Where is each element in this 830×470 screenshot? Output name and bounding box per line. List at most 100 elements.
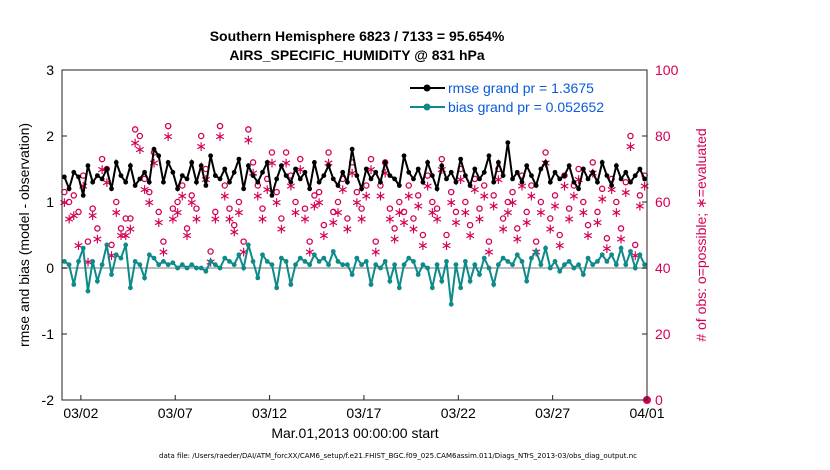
- evaluated-obs-marker: ∗: [129, 136, 141, 152]
- evaluated-obs-marker: ∗: [459, 205, 471, 221]
- possible-obs-marker: [188, 192, 195, 199]
- bias-point: [495, 262, 501, 268]
- rmse-point: [387, 173, 393, 179]
- possible-obs-marker: [240, 238, 247, 245]
- evaluated-obs-marker: ∗: [172, 205, 184, 221]
- evaluated-obs-marker: ∗: [601, 241, 613, 257]
- possible-obs-marker: [594, 208, 601, 216]
- bias-point: [340, 262, 346, 268]
- rmse-point: [491, 179, 497, 185]
- possible-obs-marker: [315, 188, 323, 196]
- evaluated-obs-marker: ∗: [450, 215, 462, 231]
- possible-obs-marker: [547, 215, 554, 222]
- bias-point: [278, 255, 284, 261]
- possible-obs-marker: [259, 205, 266, 212]
- rmse-point: [326, 163, 331, 169]
- possible-obs-marker: [561, 172, 568, 179]
- bias-point: [123, 242, 129, 248]
- possible-obs-marker: [320, 221, 328, 229]
- evaluated-obs-marker: ∗: [417, 238, 429, 254]
- evaluated-obs-marker: ∗: [360, 188, 372, 204]
- evaluated-obs-marker: ∗: [313, 195, 325, 211]
- bias-point: [628, 249, 633, 254]
- possible-obs-marker: [603, 235, 611, 242]
- evaluated-obs-marker: ∗: [106, 248, 118, 264]
- possible-obs-marker: [551, 192, 559, 199]
- possible-obs-marker: [433, 205, 441, 212]
- bias-point: [363, 259, 369, 264]
- rmse-point: [576, 186, 581, 192]
- possible-obs-marker: [164, 122, 172, 130]
- evaluated-obs-marker: ∗: [389, 231, 401, 247]
- bias-point: [505, 259, 511, 264]
- rmse-point: [175, 186, 180, 192]
- possible-obs-marker: [226, 205, 233, 212]
- evaluated-obs-marker: ∗: [592, 215, 604, 231]
- possible-obs-marker: [278, 215, 285, 222]
- rmse-point: [132, 183, 138, 188]
- rmse-point: [250, 173, 256, 179]
- possible-obs-marker: [405, 182, 413, 189]
- bias-point: [302, 259, 308, 264]
- bias-point: [425, 265, 431, 271]
- rmse-point: [595, 179, 600, 185]
- rmse-point: [302, 169, 308, 175]
- rmse-point: [529, 173, 534, 179]
- rmse-point: [538, 166, 544, 172]
- evaluated-obs-marker: ∗: [521, 215, 533, 231]
- evaluated-obs-marker: ∗: [582, 228, 594, 244]
- possible-obs-marker: [537, 198, 545, 206]
- bias-point: [491, 282, 497, 287]
- rmse-point: [123, 179, 129, 185]
- evaluated-obs-marker: ∗: [294, 162, 306, 178]
- bias-point: [514, 252, 520, 258]
- possible-obs-marker: [532, 238, 540, 245]
- rmse-point: [170, 169, 176, 175]
- evaluated-obs-marker: ∗: [271, 195, 283, 211]
- rmse-point: [194, 179, 199, 185]
- evaluated-obs-marker: ∗: [610, 205, 622, 221]
- bias-point: [618, 245, 624, 251]
- possible-obs-marker: [207, 248, 214, 255]
- evaluated-obs-marker: ∗: [464, 228, 476, 244]
- rmse-point: [66, 186, 72, 192]
- rmse-point: [146, 179, 152, 185]
- bias-point: [547, 265, 553, 271]
- rmse-point: [227, 179, 232, 185]
- rmse-point: [288, 179, 294, 185]
- bias-point: [194, 265, 199, 271]
- bias-point: [623, 262, 629, 268]
- possible-obs-marker: [466, 221, 474, 229]
- rmse-point: [500, 173, 506, 179]
- bias-point: [61, 259, 67, 264]
- possible-obs-marker: [584, 221, 592, 229]
- rmse-point: [552, 169, 558, 175]
- data-file-footnote: data file: /Users/raeder/DAI/ATM_forcXX/…: [159, 452, 637, 460]
- bias-point: [444, 259, 449, 264]
- rmse-point: [363, 166, 369, 172]
- bias-point: [198, 265, 204, 271]
- rmse-point: [599, 160, 605, 165]
- bias-point: [293, 262, 298, 268]
- possible-obs-marker: [169, 205, 177, 212]
- x-tick-label: 03/12: [252, 405, 287, 421]
- y-tick-label: 3: [46, 62, 54, 78]
- possible-obs-marker: [613, 198, 620, 206]
- evaluated-obs-marker: ∗: [191, 212, 203, 228]
- bias-point: [458, 285, 464, 291]
- possible-obs-marker: [372, 238, 379, 245]
- possible-obs-marker: [193, 205, 200, 212]
- evaluated-obs-marker: ∗: [412, 198, 424, 214]
- possible-obs-marker: [598, 185, 606, 193]
- rmse-point: [161, 179, 166, 185]
- rmse-point: [189, 160, 195, 165]
- rmse-point: [444, 176, 449, 182]
- rmse-point: [307, 186, 313, 192]
- rmse-point: [274, 176, 280, 182]
- evaluated-obs-marker: ∗: [176, 188, 188, 204]
- rmse-point: [467, 183, 473, 188]
- rmse-line: [63, 142, 646, 196]
- legend: rmse grand pr = 1.3675 bias grand pr = 0…: [405, 78, 643, 118]
- rmse-point: [90, 179, 96, 185]
- bias-point: [118, 255, 124, 261]
